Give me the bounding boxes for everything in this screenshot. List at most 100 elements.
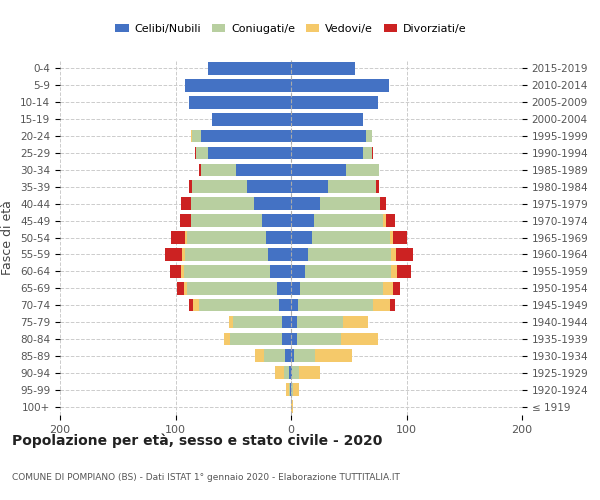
Bar xyxy=(190,180,191,193)
Bar xyxy=(229,316,233,328)
Bar xyxy=(191,198,254,210)
Bar xyxy=(224,332,230,345)
Bar xyxy=(300,282,383,294)
Bar xyxy=(291,180,328,193)
Bar xyxy=(201,130,291,142)
Bar xyxy=(180,214,191,227)
Bar xyxy=(196,146,208,160)
Bar xyxy=(282,316,291,328)
Bar xyxy=(176,282,184,294)
Bar xyxy=(275,366,284,379)
Bar xyxy=(265,350,285,362)
Bar xyxy=(314,214,383,227)
Bar xyxy=(291,299,298,312)
Bar xyxy=(305,265,391,278)
Bar xyxy=(289,384,290,396)
Bar xyxy=(292,366,299,379)
Bar xyxy=(199,164,201,176)
Bar xyxy=(291,400,293,413)
Bar xyxy=(230,332,282,345)
Bar xyxy=(291,130,366,142)
Bar xyxy=(184,282,187,294)
Bar xyxy=(298,299,373,312)
Bar xyxy=(291,62,355,75)
Bar xyxy=(291,265,305,278)
Bar xyxy=(171,231,185,244)
Bar xyxy=(291,248,308,260)
Bar xyxy=(293,384,299,396)
Bar xyxy=(312,231,391,244)
Bar xyxy=(383,214,386,227)
Bar xyxy=(286,384,289,396)
Bar xyxy=(187,231,266,244)
Bar xyxy=(170,265,181,278)
Bar xyxy=(366,130,372,142)
Bar xyxy=(270,265,291,278)
Bar xyxy=(233,316,282,328)
Bar xyxy=(282,332,291,345)
Bar xyxy=(285,350,291,362)
Bar xyxy=(291,146,362,160)
Bar xyxy=(391,231,392,244)
Bar xyxy=(297,332,341,345)
Bar xyxy=(372,146,373,160)
Bar xyxy=(284,366,289,379)
Bar xyxy=(212,113,291,126)
Bar xyxy=(191,180,247,193)
Bar xyxy=(165,248,182,260)
Bar xyxy=(291,96,377,108)
Bar xyxy=(185,231,187,244)
Bar xyxy=(376,180,379,193)
Bar xyxy=(291,231,312,244)
Bar xyxy=(289,366,291,379)
Legend: Celibi/Nubili, Coniugati/e, Vedovi/e, Divorziati/e: Celibi/Nubili, Coniugati/e, Vedovi/e, Di… xyxy=(111,20,471,38)
Bar xyxy=(373,299,391,312)
Bar xyxy=(315,350,352,362)
Bar xyxy=(195,146,196,160)
Bar xyxy=(397,265,411,278)
Bar xyxy=(295,350,315,362)
Bar xyxy=(236,164,291,176)
Bar xyxy=(291,384,293,396)
Bar xyxy=(268,248,291,260)
Bar xyxy=(299,366,320,379)
Bar xyxy=(185,79,291,92)
Bar xyxy=(396,248,413,260)
Bar xyxy=(262,214,291,227)
Bar xyxy=(391,265,397,278)
Bar xyxy=(280,299,291,312)
Bar xyxy=(190,299,193,312)
Bar xyxy=(291,198,320,210)
Bar xyxy=(290,384,291,396)
Bar xyxy=(392,282,400,294)
Y-axis label: Anni di nascita: Anni di nascita xyxy=(596,191,600,284)
Bar xyxy=(181,198,191,210)
Bar xyxy=(208,146,291,160)
Bar xyxy=(308,248,391,260)
Bar xyxy=(362,146,372,160)
Bar xyxy=(191,130,201,142)
Y-axis label: Fasce di età: Fasce di età xyxy=(1,200,14,275)
Bar xyxy=(255,350,265,362)
Bar xyxy=(291,164,346,176)
Bar xyxy=(392,231,407,244)
Bar xyxy=(247,180,291,193)
Bar xyxy=(182,248,185,260)
Bar xyxy=(383,282,392,294)
Bar xyxy=(291,366,292,379)
Bar xyxy=(291,79,389,92)
Bar xyxy=(184,265,270,278)
Text: Popolazione per età, sesso e stato civile - 2020: Popolazione per età, sesso e stato civil… xyxy=(12,434,382,448)
Bar xyxy=(291,316,297,328)
Bar xyxy=(277,282,291,294)
Bar xyxy=(291,332,297,345)
Bar xyxy=(201,164,236,176)
Bar xyxy=(320,198,380,210)
Bar xyxy=(386,214,395,227)
Bar xyxy=(181,265,184,278)
Bar xyxy=(208,62,291,75)
Bar xyxy=(185,248,268,260)
Bar xyxy=(328,180,376,193)
Bar xyxy=(266,231,291,244)
Bar xyxy=(346,164,379,176)
